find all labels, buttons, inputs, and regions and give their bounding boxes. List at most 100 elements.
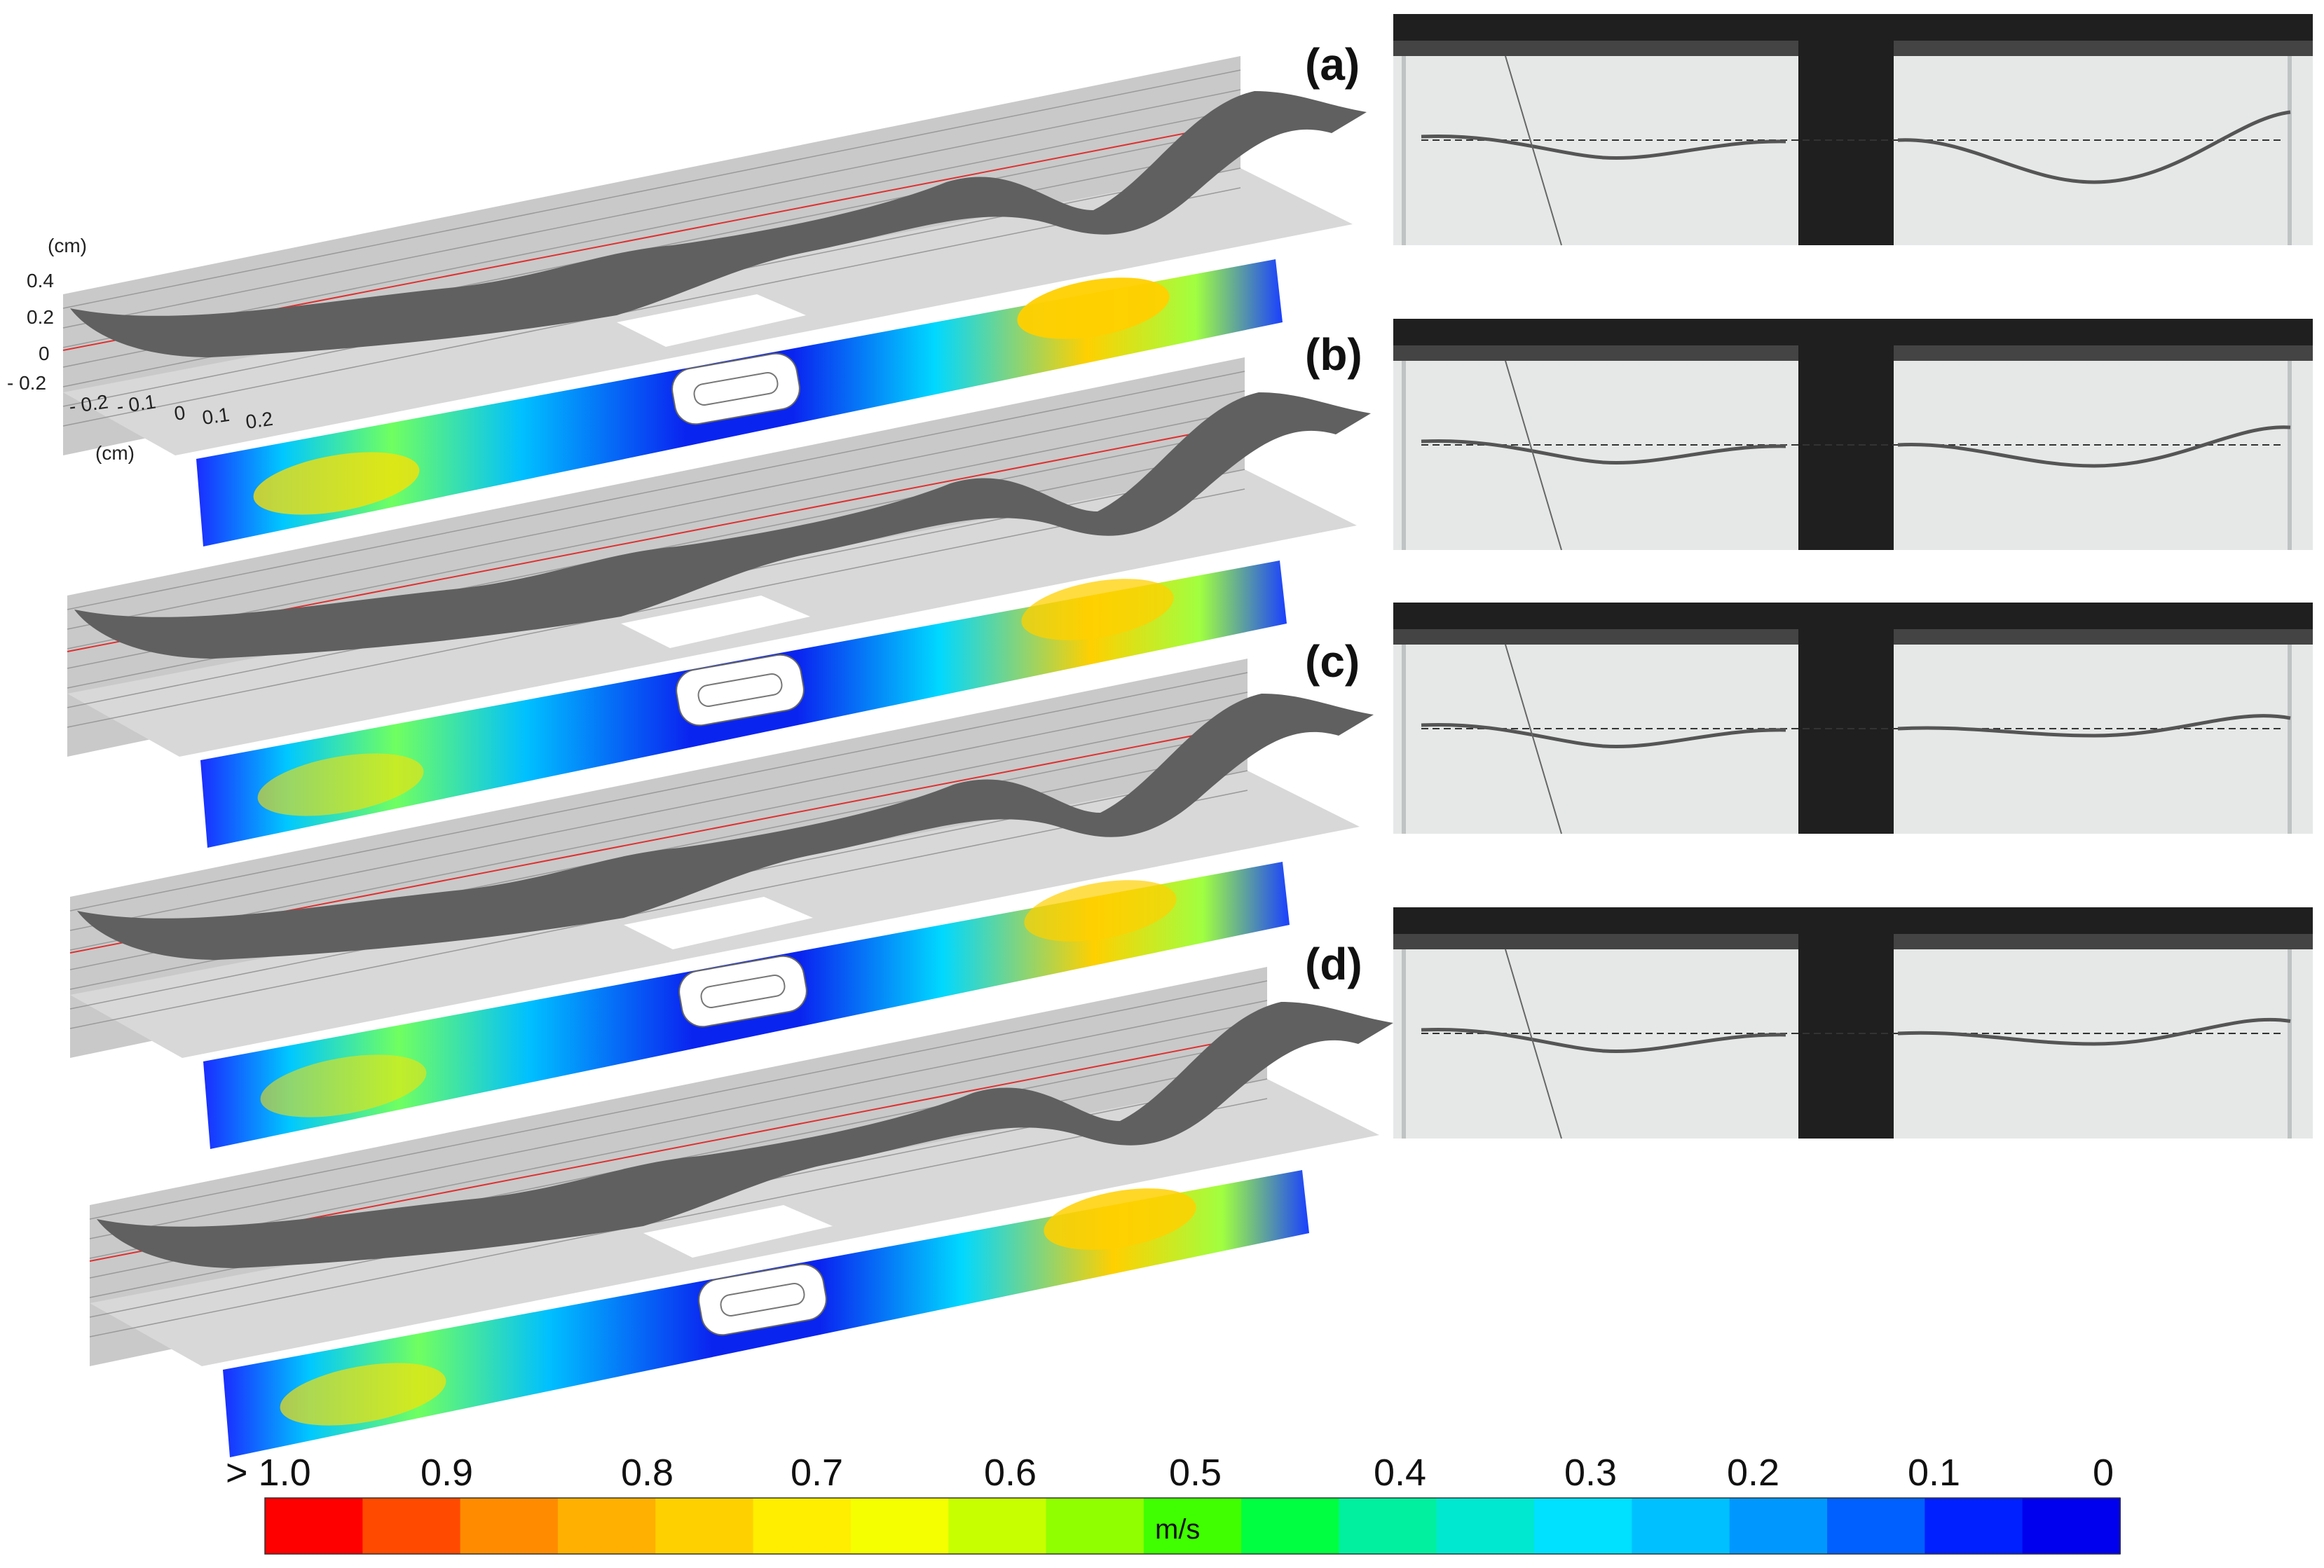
colorbar-label-7: 0.3	[1564, 1452, 1617, 1494]
film-left	[1421, 722, 1786, 749]
film-left	[1421, 439, 1786, 465]
panel-3d-a	[62, 56, 1367, 546]
colorbar-label-5: 0.5	[1169, 1452, 1222, 1494]
photo-d	[1393, 907, 2313, 1139]
wall-gridline	[62, 187, 1241, 427]
membrane-surface	[70, 91, 1367, 357]
vertical-mullion	[1798, 603, 1894, 834]
membrane-hole	[621, 596, 810, 648]
membrane-surface	[97, 1002, 1393, 1268]
wall-gridline	[67, 371, 1245, 610]
membrane-hole	[643, 1205, 833, 1258]
film-left	[1421, 134, 1786, 160]
velocity-colorbar	[264, 1497, 2121, 1555]
colorbar-swatch	[1339, 1498, 1437, 1554]
film-left	[1421, 1027, 1786, 1054]
wall-gridline	[89, 980, 1268, 1220]
support-wire	[1505, 949, 1562, 1139]
colorbar-label-6: 0.4	[1374, 1452, 1426, 1494]
colorbar-swatch	[1143, 1498, 1243, 1554]
wall-gridline	[89, 1098, 1268, 1337]
y-tick-3: 0.1	[201, 404, 231, 429]
colorbar-swatch	[1436, 1498, 1536, 1554]
z-tick-1: 0.2	[27, 306, 54, 328]
colorbar-swatch	[655, 1498, 754, 1554]
colorbar-swatch	[1827, 1498, 1926, 1554]
colorbar-swatch	[460, 1498, 559, 1554]
film-right	[1897, 110, 2291, 184]
left-frame-edge	[1402, 645, 1406, 834]
colorbar-swatch	[850, 1498, 950, 1554]
colorbar-swatch	[362, 1498, 461, 1554]
support-wire	[1505, 644, 1562, 834]
colorbar-swatch	[1925, 1498, 2023, 1554]
membrane-surface	[74, 392, 1371, 659]
colorbar-label-1: 0.9	[421, 1452, 473, 1494]
right-frame-edge	[2288, 361, 2292, 550]
photo-b	[1393, 319, 2313, 551]
center-obstacle	[676, 654, 805, 727]
film-right	[1897, 714, 2291, 738]
colorbar-swatch	[1729, 1498, 1829, 1554]
z-tick-2: 0	[39, 343, 50, 364]
wall-gridline	[89, 1019, 1268, 1259]
y-tick-1: - 0.1	[116, 390, 158, 417]
wall-gridline	[69, 790, 1248, 1029]
colorbar-swatch	[1241, 1498, 1340, 1554]
z-axis: (cm) 0.4 0.2 0 - 0.2	[7, 235, 87, 394]
center-obstacle	[678, 955, 807, 1028]
support-wire	[1505, 360, 1562, 551]
colorbar-label-10: 0	[2093, 1452, 2114, 1494]
panel-label-b: (b)	[1305, 329, 1362, 380]
colorbar-label-9: 0.1	[1908, 1452, 1960, 1494]
panel-3d-c	[69, 659, 1374, 1149]
obstacle-slot	[720, 1283, 805, 1316]
panel-label-d: (d)	[1305, 939, 1362, 989]
film-right	[1897, 1017, 2291, 1046]
obstacle-slot	[693, 372, 779, 406]
colorbar-border	[264, 1497, 2121, 1555]
colorbar-swatch	[753, 1498, 852, 1554]
z-tick-3: - 0.2	[7, 372, 46, 394]
panel-label-c: (c)	[1305, 636, 1360, 687]
colorbar-label-2: 0.8	[621, 1452, 674, 1494]
panel-label-a: (a)	[1305, 39, 1360, 90]
wall-gridline	[69, 672, 1248, 912]
y-axis: - 0.2 - 0.1 0 0.1 0.2 (cm)	[68, 390, 275, 464]
y-tick-4: 0.2	[245, 408, 275, 433]
hotspot-left	[253, 452, 420, 515]
vertical-mullion	[1798, 14, 1894, 245]
hotspot-right	[1024, 880, 1177, 942]
hotspot-left	[257, 753, 424, 816]
left-frame-edge	[1402, 361, 1406, 550]
right-frame-edge	[2288, 56, 2292, 245]
wall-gridline	[69, 692, 1248, 931]
colorbar-labels: > 1.0 0.9 0.8 0.7 0.6 0.5 0.4 0.3 0.2 0.…	[226, 1452, 2114, 1545]
membrane-surface	[77, 694, 1374, 960]
colorbar-label-3: 0.7	[791, 1452, 843, 1494]
vertical-mullion	[1798, 907, 1894, 1139]
film-right	[1897, 425, 2291, 468]
colorbar-swatch	[948, 1498, 1047, 1554]
hotspot-right	[1021, 579, 1174, 640]
wall-gridline	[67, 390, 1245, 630]
obstacle-slot	[697, 673, 783, 707]
colorbar-swatch	[1534, 1498, 1633, 1554]
hotspot-right	[1044, 1188, 1196, 1250]
center-obstacle	[698, 1263, 827, 1336]
membrane-hole	[617, 294, 806, 347]
vertical-mullion	[1798, 319, 1894, 550]
obstacle-slot	[700, 975, 786, 1008]
right-frame-edge	[2288, 645, 2292, 834]
colorbar-swatch	[1046, 1498, 1144, 1554]
center-obstacle	[671, 352, 800, 425]
hotspot-left	[260, 1054, 427, 1117]
hotspot-left	[280, 1363, 446, 1426]
z-axis-unit: (cm)	[48, 235, 87, 256]
wall-gridline	[67, 410, 1245, 649]
y-tick-0: - 0.2	[68, 390, 110, 417]
colorbar-swatch	[2022, 1498, 2121, 1554]
panel-3d-d	[89, 967, 1393, 1457]
z-tick-0: 0.4	[27, 270, 54, 291]
